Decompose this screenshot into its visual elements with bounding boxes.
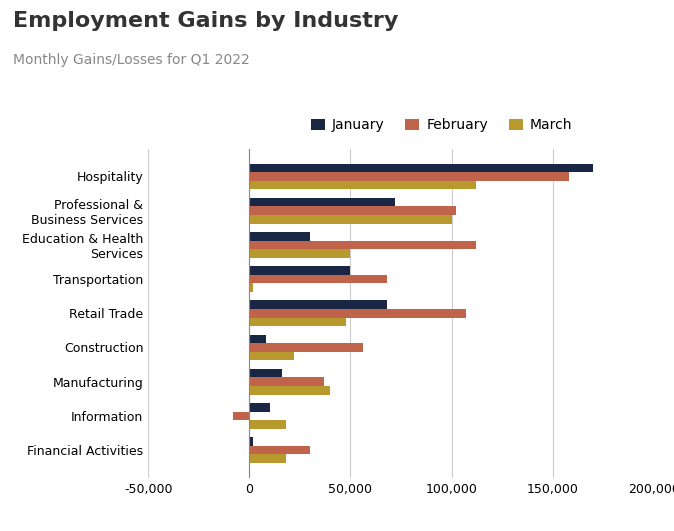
Bar	[249, 232, 310, 241]
Bar	[249, 172, 569, 181]
Bar	[249, 318, 346, 326]
Bar	[249, 181, 476, 189]
Bar	[249, 275, 387, 284]
Bar	[249, 403, 270, 412]
Bar	[249, 309, 466, 318]
Bar	[249, 343, 363, 352]
Bar	[249, 446, 310, 455]
Bar	[249, 241, 476, 249]
Bar	[233, 412, 249, 420]
Bar	[249, 198, 395, 207]
Bar	[249, 215, 452, 224]
Bar	[249, 352, 294, 361]
Bar	[249, 386, 330, 395]
Bar	[249, 378, 324, 386]
Bar	[249, 420, 286, 429]
Bar	[249, 249, 350, 258]
Bar	[249, 369, 282, 378]
Legend: January, February, March: January, February, March	[305, 113, 578, 138]
Bar	[249, 335, 266, 343]
Bar	[249, 284, 253, 292]
Bar	[249, 438, 253, 446]
Bar	[249, 164, 593, 172]
Bar	[249, 301, 387, 309]
Bar	[249, 455, 286, 463]
Text: Monthly Gains/Losses for Q1 2022: Monthly Gains/Losses for Q1 2022	[13, 53, 250, 67]
Bar	[249, 266, 350, 275]
Text: Employment Gains by Industry: Employment Gains by Industry	[13, 11, 399, 31]
Bar	[249, 207, 456, 215]
